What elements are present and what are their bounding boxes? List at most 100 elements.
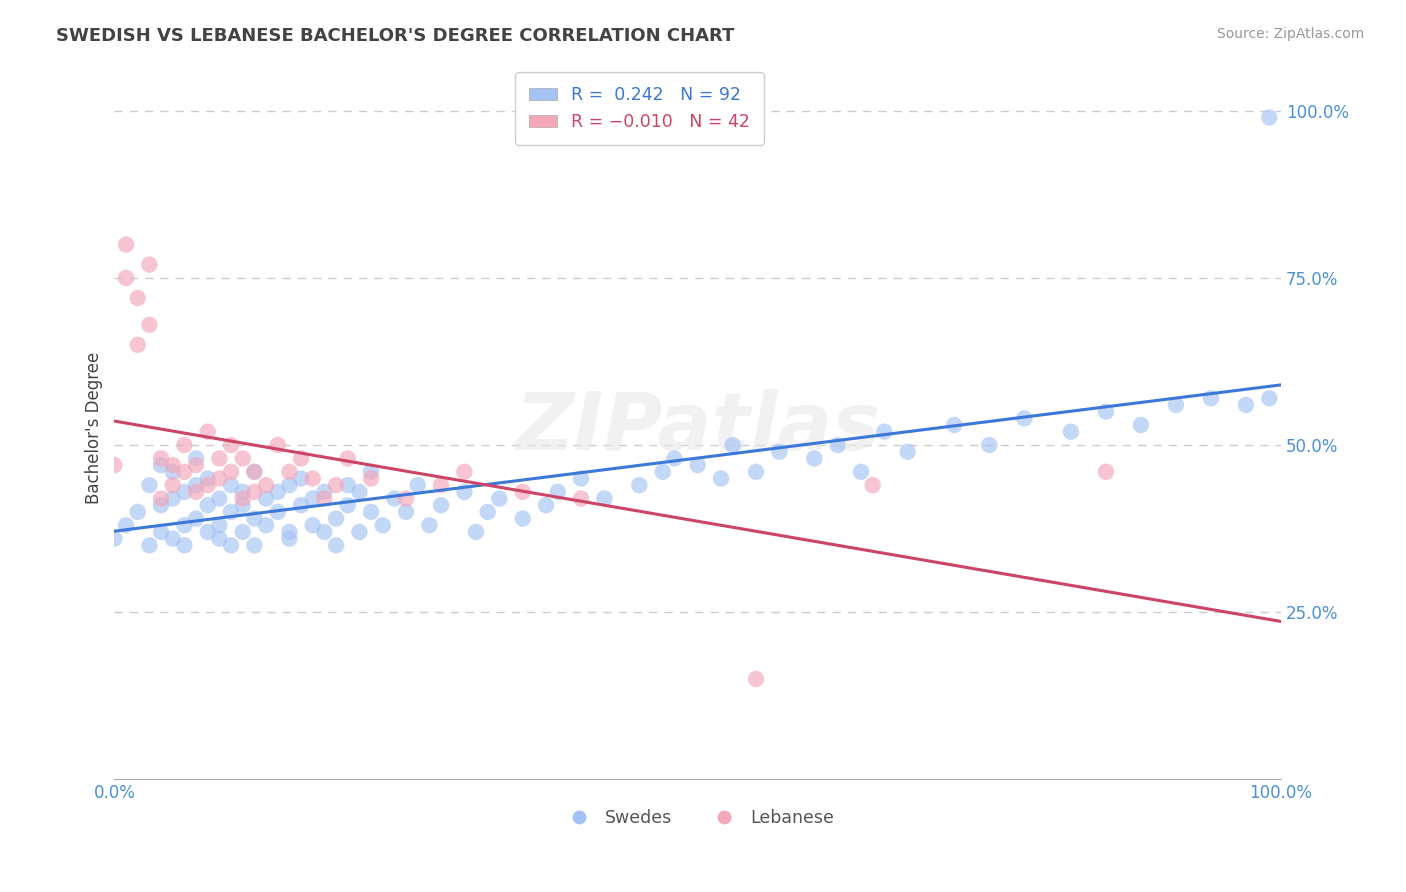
Point xyxy=(1060,425,1083,439)
Point xyxy=(173,438,195,452)
Point xyxy=(173,465,195,479)
Point xyxy=(150,524,173,539)
Text: SWEDISH VS LEBANESE BACHELOR'S DEGREE CORRELATION CHART: SWEDISH VS LEBANESE BACHELOR'S DEGREE CO… xyxy=(56,27,734,45)
Text: ZIPatlas: ZIPatlas xyxy=(515,389,880,467)
Point xyxy=(254,491,277,506)
Point xyxy=(243,538,266,552)
Point xyxy=(710,471,733,485)
Point xyxy=(897,444,920,458)
Point xyxy=(360,505,382,519)
Point xyxy=(278,478,301,492)
Point xyxy=(1164,398,1187,412)
Point xyxy=(382,491,405,506)
Point xyxy=(1234,398,1257,412)
Point xyxy=(1199,391,1222,405)
Point xyxy=(103,458,125,472)
Point xyxy=(103,532,125,546)
Point xyxy=(314,524,336,539)
Point xyxy=(162,532,184,546)
Point xyxy=(197,425,219,439)
Point xyxy=(593,491,616,506)
Point xyxy=(301,471,323,485)
Point xyxy=(138,538,160,552)
Point xyxy=(173,538,195,552)
Point xyxy=(197,524,219,539)
Point xyxy=(197,471,219,485)
Point xyxy=(873,425,896,439)
Point xyxy=(197,498,219,512)
Point xyxy=(254,518,277,533)
Point xyxy=(267,505,290,519)
Point xyxy=(768,444,790,458)
Point xyxy=(465,524,488,539)
Point xyxy=(325,478,347,492)
Point xyxy=(197,478,219,492)
Point xyxy=(219,438,242,452)
Point xyxy=(184,478,207,492)
Point xyxy=(115,518,138,533)
Point xyxy=(290,451,312,466)
Point xyxy=(686,458,709,472)
Point xyxy=(232,491,254,506)
Point xyxy=(1258,391,1281,405)
Point xyxy=(162,478,184,492)
Point xyxy=(208,532,231,546)
Point xyxy=(453,465,475,479)
Point xyxy=(569,471,592,485)
Point xyxy=(336,451,359,466)
Point xyxy=(745,672,768,686)
Point xyxy=(827,438,849,452)
Point xyxy=(512,511,534,525)
Point xyxy=(219,505,242,519)
Point xyxy=(547,484,569,499)
Point xyxy=(1095,465,1118,479)
Point xyxy=(150,451,173,466)
Point xyxy=(488,491,510,506)
Point xyxy=(173,484,195,499)
Point xyxy=(138,258,160,272)
Point xyxy=(430,478,453,492)
Point xyxy=(254,478,277,492)
Point xyxy=(301,491,323,506)
Point xyxy=(208,491,231,506)
Point xyxy=(336,478,359,492)
Point xyxy=(173,518,195,533)
Point xyxy=(290,498,312,512)
Point xyxy=(406,478,429,492)
Point xyxy=(184,451,207,466)
Point xyxy=(219,538,242,552)
Point xyxy=(208,451,231,466)
Point xyxy=(278,532,301,546)
Point xyxy=(314,491,336,506)
Point xyxy=(162,465,184,479)
Point xyxy=(336,498,359,512)
Point xyxy=(115,237,138,252)
Point xyxy=(1258,111,1281,125)
Point xyxy=(664,451,686,466)
Point xyxy=(184,511,207,525)
Point xyxy=(569,491,592,506)
Point xyxy=(849,465,872,479)
Point xyxy=(360,465,382,479)
Y-axis label: Bachelor's Degree: Bachelor's Degree xyxy=(86,352,103,505)
Point xyxy=(243,511,266,525)
Point xyxy=(803,451,825,466)
Point xyxy=(349,524,371,539)
Point xyxy=(150,498,173,512)
Point xyxy=(371,518,394,533)
Text: Source: ZipAtlas.com: Source: ZipAtlas.com xyxy=(1216,27,1364,41)
Point xyxy=(301,518,323,533)
Point xyxy=(243,484,266,499)
Point xyxy=(453,484,475,499)
Point xyxy=(979,438,1001,452)
Point xyxy=(395,505,418,519)
Point xyxy=(325,511,347,525)
Point xyxy=(243,465,266,479)
Point xyxy=(232,484,254,499)
Point xyxy=(745,465,768,479)
Point xyxy=(115,271,138,285)
Point xyxy=(349,484,371,499)
Point xyxy=(721,438,744,452)
Point xyxy=(208,471,231,485)
Point xyxy=(232,524,254,539)
